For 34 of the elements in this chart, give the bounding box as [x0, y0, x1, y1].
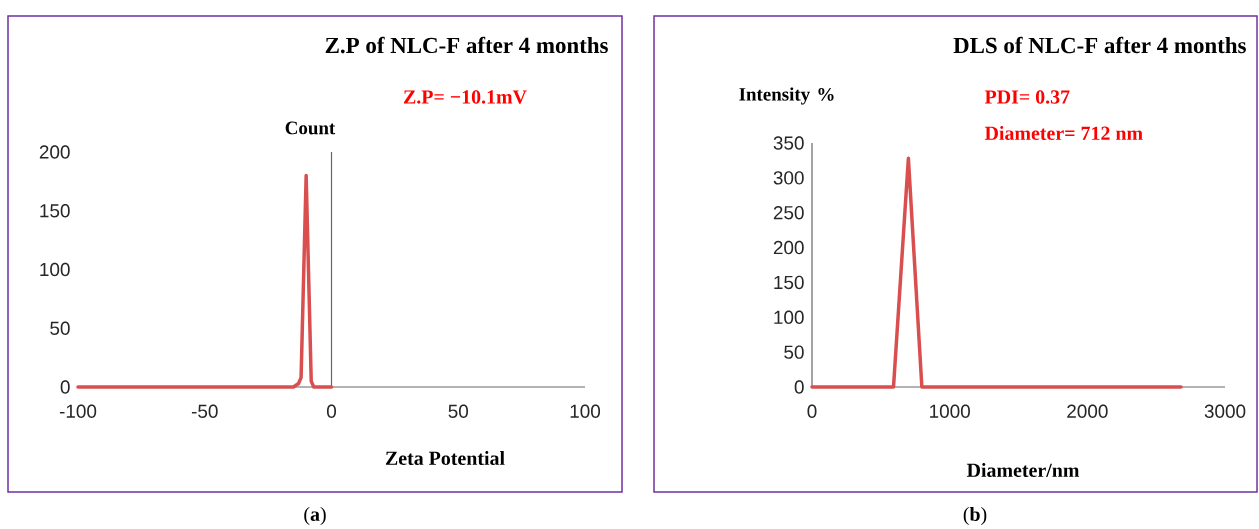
chart-title: DLS of NLC-F after 4 months: [953, 36, 1246, 54]
x-tick-label: 100: [570, 404, 601, 418]
x-tick-label: 3000: [1204, 404, 1246, 418]
x-tick-label: -100: [59, 404, 97, 418]
x-tick-label: -50: [191, 404, 218, 418]
y-tick-label: 350: [773, 136, 804, 150]
x-tick-label: 2000: [1067, 404, 1108, 418]
text: (b): [963, 506, 987, 526]
x-axis-title: Diameter/nm: [966, 462, 1080, 477]
y-tick-label: 150: [40, 204, 70, 218]
y-tick-label: 50: [784, 345, 804, 359]
x-tick-label: 0: [807, 404, 817, 418]
chart-title: Z.P of NLC-F after 4 months: [325, 36, 608, 54]
x-tick-label: 1000: [930, 404, 970, 418]
y-tick-label: 300: [773, 171, 804, 185]
text: (a): [304, 506, 326, 526]
y-tick-label: 200: [39, 145, 70, 159]
y-axis-title: Count: [285, 121, 336, 135]
y-tick-label: 0: [60, 380, 70, 394]
y-tick-label: 100: [774, 310, 804, 324]
x-tick-label: 50: [448, 404, 469, 418]
line-series: [76, 173, 334, 389]
text: PDI= 0.37: [984, 90, 1070, 104]
y-tick-label: 250: [773, 206, 804, 220]
x-axis-title: Zeta Potential: [385, 450, 505, 465]
y-tick-label: 50: [50, 321, 70, 335]
text: Diameter= 712 nm: [984, 125, 1143, 140]
y-tick-label: 100: [40, 262, 70, 277]
y-axis-title: Intensity %: [739, 87, 834, 105]
y-tick-label: 150: [774, 275, 804, 290]
x-tick-label: 0: [326, 404, 337, 418]
y-tick-label: 200: [773, 240, 804, 255]
text: Z.P= −10.1mV: [403, 90, 527, 104]
y-tick-label: 0: [794, 380, 804, 394]
